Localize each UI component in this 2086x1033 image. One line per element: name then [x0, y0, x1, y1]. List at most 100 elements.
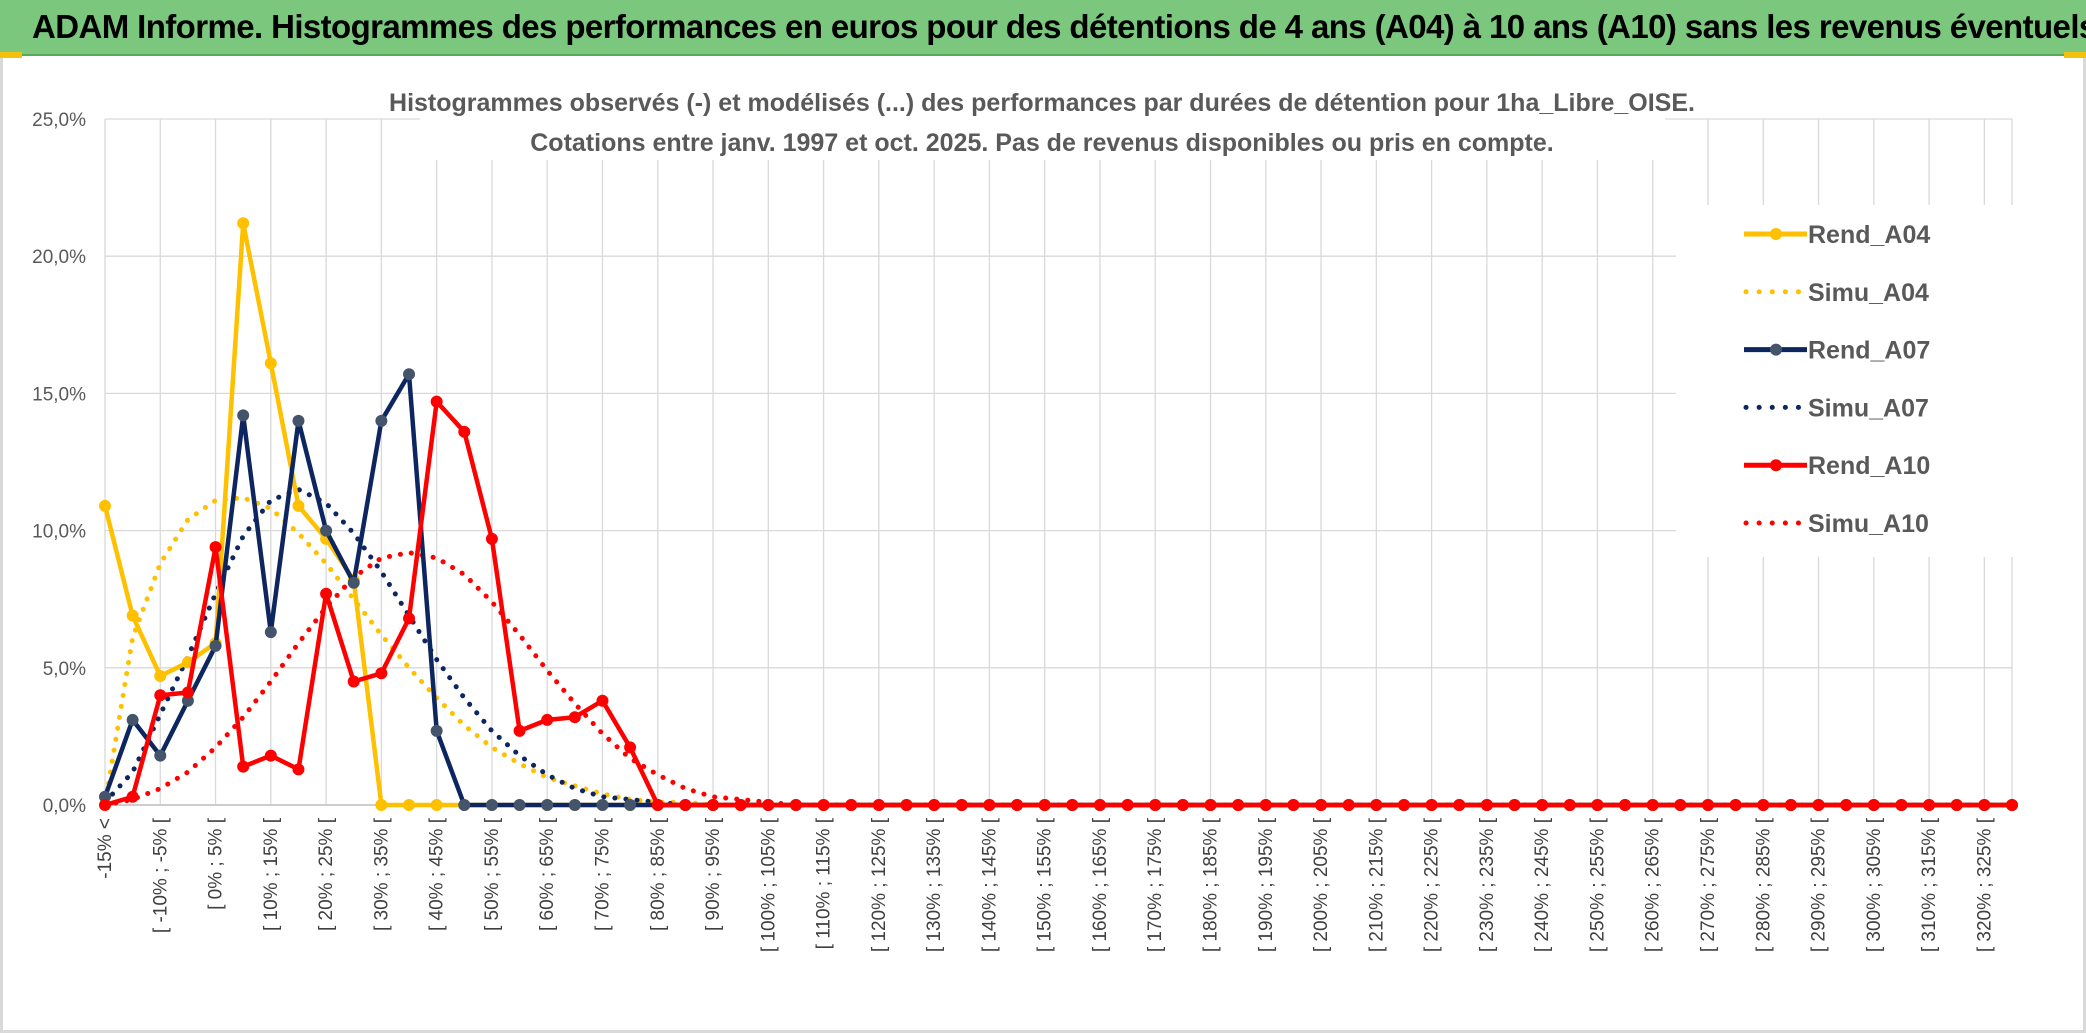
data-point-rend_a10	[1232, 799, 1245, 811]
data-point-rend_a07	[292, 414, 305, 427]
data-point-rend_a10	[1757, 799, 1770, 811]
y-tick-label: 10,0%	[32, 522, 86, 543]
data-point-rend_a10	[762, 799, 775, 811]
x-axis: -15% < [ -10% ; -5% [[ 0% ; 5% [[ 10% ; 1…	[95, 804, 2012, 952]
data-point-rend_a10	[872, 799, 885, 811]
x-tick-label: [ 180% ; 185% [	[1201, 817, 1222, 952]
data-point-rend_a10	[320, 587, 333, 600]
legend-label-rend_a10: Rend_A10	[1808, 452, 1930, 480]
data-point-rend_a04	[237, 217, 250, 230]
data-point-rend_a07	[596, 799, 609, 811]
data-point-rend_a10	[1536, 799, 1549, 811]
data-point-rend_a04	[292, 499, 305, 512]
x-tick-label: [ 230% ; 235% [	[1477, 817, 1498, 952]
data-point-rend_a10	[1453, 799, 1466, 811]
series-lines	[99, 217, 2018, 811]
data-point-rend_a10	[347, 675, 360, 688]
data-point-rend_a04	[403, 799, 416, 811]
x-tick-label: [ 310% ; 315% [	[1919, 817, 1940, 952]
data-point-rend_a10	[1011, 799, 1024, 811]
x-tick-label: [ 10% ; 15% [	[261, 817, 282, 931]
x-tick-label: [ 240% ; 245% [	[1532, 817, 1553, 952]
data-point-rend_a10	[458, 425, 471, 438]
x-tick-label: [ 0% ; 5% [	[206, 817, 227, 910]
data-point-rend_a10	[1342, 799, 1355, 811]
data-point-rend_a10	[2006, 799, 2018, 811]
x-tick-label: [ 120% ; 125% [	[869, 817, 890, 952]
report-title: ADAM Informe. Histogrammes des performan…	[32, 8, 2086, 45]
data-point-rend_a10	[209, 541, 222, 554]
x-tick-label: [ 160% ; 165% [	[1090, 817, 1111, 952]
data-point-rend_a07	[430, 724, 443, 737]
data-point-rend_a10	[900, 799, 913, 811]
data-point-rend_a07	[624, 799, 637, 811]
data-point-rend_a10	[596, 694, 609, 707]
data-point-rend_a10	[1370, 799, 1383, 811]
x-tick-label: [ 140% ; 145% [	[979, 817, 1000, 952]
data-point-rend_a04	[99, 499, 111, 512]
x-tick-label: [ 200% ; 205% [	[1311, 817, 1332, 952]
legend-box	[1676, 205, 2016, 557]
data-point-rend_a07	[347, 576, 360, 589]
data-point-rend_a07	[320, 524, 333, 537]
x-tick-label: [ 20% ; 25% [	[316, 817, 337, 931]
data-point-rend_a07	[458, 799, 471, 811]
report-banner: ADAM Informe. Histogrammes des performan…	[0, 0, 2086, 56]
data-point-rend_a07	[126, 713, 139, 726]
data-point-rend_a10	[651, 799, 664, 811]
y-tick-label: 20,0%	[32, 247, 86, 268]
data-point-rend_a10	[154, 689, 167, 702]
data-point-rend_a10	[1812, 799, 1825, 811]
x-tick-label: [ 50% ; 55% [	[482, 817, 503, 931]
corner-accent-left	[0, 52, 22, 58]
data-point-rend_a10	[1149, 799, 1162, 811]
y-tick-label: 25,0%	[32, 110, 86, 131]
data-point-rend_a10	[707, 799, 720, 811]
data-point-rend_a07	[154, 749, 167, 762]
data-point-rend_a10	[1038, 799, 1051, 811]
data-point-rend_a10	[485, 532, 498, 545]
chart-title-line1: Histogrammes observés (-) et modélisés (…	[389, 89, 1695, 117]
x-tick-label: [ 60% ; 65% [	[537, 817, 558, 931]
data-point-rend_a10	[1315, 799, 1328, 811]
data-point-rend_a07	[403, 368, 416, 381]
legend-marker-rend_a10	[1770, 459, 1782, 472]
corner-accent-right	[2064, 52, 2086, 58]
x-tick-label: [ 260% ; 265% [	[1643, 817, 1664, 952]
data-point-rend_a07	[568, 799, 581, 811]
data-point-rend_a10	[1674, 799, 1687, 811]
data-point-rend_a10	[1895, 799, 1908, 811]
data-point-rend_a10	[1066, 799, 1079, 811]
x-tick-label: [ 320% ; 325% [	[1974, 817, 1995, 952]
data-point-rend_a07	[375, 414, 388, 427]
data-point-rend_a10	[1176, 799, 1189, 811]
data-point-rend_a10	[679, 799, 692, 811]
y-tick-label: 0,0%	[43, 796, 86, 817]
data-point-rend_a10	[789, 799, 802, 811]
x-tick-label: [ 100% ; 105% [	[758, 817, 779, 952]
data-point-rend_a07	[541, 799, 554, 811]
legend-marker-rend_a07	[1770, 343, 1782, 356]
data-point-rend_a10	[1701, 799, 1714, 811]
data-point-rend_a10	[264, 749, 277, 762]
x-tick-label: [ 270% ; 275% [	[1698, 817, 1719, 952]
x-tick-label: [ 130% ; 135% [	[924, 817, 945, 952]
data-point-rend_a04	[154, 670, 167, 683]
chart-title-background	[420, 84, 1665, 160]
data-point-rend_a10	[1978, 799, 1991, 811]
series-line-rend_a10	[104, 399, 2012, 808]
legend-label-simu_a10: Simu_A10	[1808, 510, 1929, 538]
data-point-rend_a10	[1923, 799, 1936, 811]
data-point-rend_a10	[1425, 799, 1438, 811]
data-point-rend_a07	[485, 799, 498, 811]
legend-label-rend_a07: Rend_A07	[1808, 337, 1930, 365]
data-point-rend_a10	[1287, 799, 1300, 811]
x-tick-label: [ 210% ; 215% [	[1366, 817, 1387, 952]
data-point-rend_a07	[264, 626, 277, 639]
data-point-rend_a10	[845, 799, 858, 811]
data-point-rend_a04	[264, 357, 277, 370]
legend-label-simu_a07: Simu_A07	[1808, 394, 1929, 422]
series-line-simu_a10	[102, 550, 2015, 808]
y-axis: 0,0% 5,0% 10,0% 15,0% 20,0% 25,0%	[32, 110, 86, 817]
